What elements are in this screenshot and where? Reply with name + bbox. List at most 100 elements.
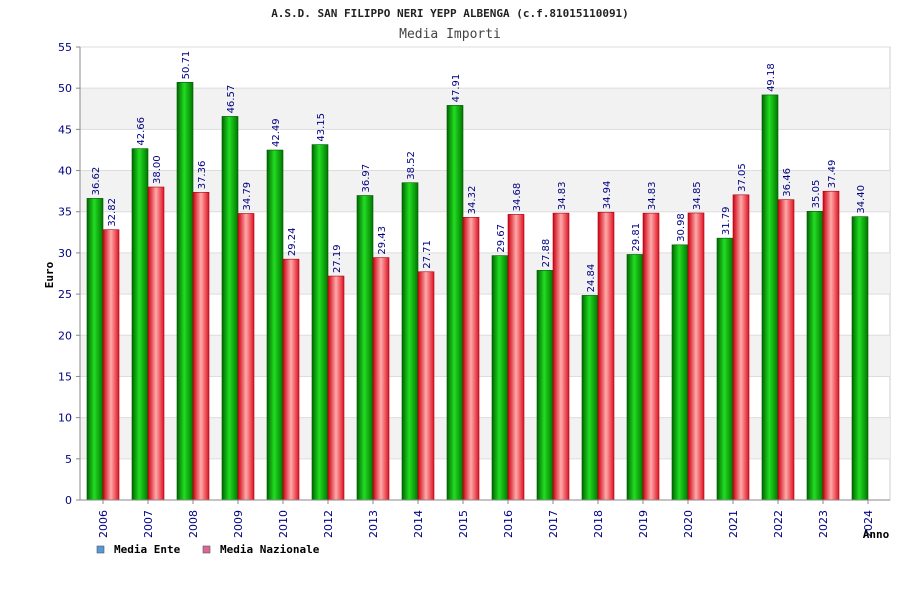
bar-ente-2019 bbox=[626, 254, 644, 501]
data-label-nazionale-2008: 37.36 bbox=[197, 161, 208, 190]
legend-label-media-ente: Media Ente bbox=[114, 543, 181, 556]
x-tick-label: 2014 bbox=[412, 510, 425, 538]
x-tick-label: 2012 bbox=[322, 510, 335, 538]
bar-ente-2020 bbox=[671, 244, 689, 501]
bar-nazionale-2020 bbox=[687, 212, 705, 501]
data-label-nazionale-2022: 36.46 bbox=[782, 168, 793, 197]
bar-nazionale-2013 bbox=[372, 257, 390, 501]
data-label-nazionale-2014: 27.71 bbox=[422, 240, 433, 269]
chart-title: A.S.D. SAN FILIPPO NERI YEPP ALBENGA (c.… bbox=[271, 7, 629, 20]
y-tick-label: 20 bbox=[58, 329, 72, 342]
bar-ente-2022 bbox=[761, 94, 779, 501]
data-label-nazionale-2017: 34.83 bbox=[557, 181, 568, 210]
y-tick-label: 10 bbox=[58, 412, 72, 425]
x-tick-label: 2007 bbox=[142, 510, 155, 538]
data-label-nazionale-2012: 27.19 bbox=[332, 244, 343, 273]
y-axis-label: Euro bbox=[43, 261, 56, 288]
data-label-ente-2008: 50.71 bbox=[181, 51, 192, 80]
bar-nazionale-2010 bbox=[282, 258, 300, 501]
bar-ente-2006 bbox=[86, 198, 104, 501]
bar-ente-2008 bbox=[176, 82, 194, 501]
x-axis-label: Anno bbox=[863, 528, 890, 541]
x-tick-label: 2006 bbox=[97, 510, 110, 538]
bar-ente-2016 bbox=[491, 255, 509, 501]
bar-nazionale-2007 bbox=[147, 186, 165, 501]
data-label-nazionale-2020: 34.85 bbox=[692, 181, 703, 210]
x-tick-label: 2010 bbox=[277, 510, 290, 538]
y-tick-label: 40 bbox=[58, 165, 72, 178]
x-tick-label: 2016 bbox=[502, 510, 515, 538]
y-tick-label: 45 bbox=[58, 123, 72, 136]
bar-ente-2018 bbox=[581, 295, 599, 501]
data-label-nazionale-2021: 37.05 bbox=[737, 163, 748, 192]
data-label-ente-2012: 43.15 bbox=[316, 113, 327, 142]
bar-nazionale-2015 bbox=[462, 217, 480, 501]
x-tick-label: 2013 bbox=[367, 510, 380, 538]
data-label-nazionale-2013: 29.43 bbox=[377, 226, 388, 255]
bar-nazionale-2017 bbox=[552, 212, 570, 501]
bar-nazionale-2009 bbox=[237, 213, 255, 501]
data-label-ente-2024: 34.40 bbox=[856, 185, 867, 214]
bar-nazionale-2023 bbox=[822, 190, 840, 501]
data-label-nazionale-2018: 34.94 bbox=[602, 181, 613, 210]
bar-ente-2023 bbox=[806, 211, 824, 501]
bar-ente-2024 bbox=[851, 216, 869, 501]
x-tick-label: 2024 bbox=[862, 510, 875, 538]
bar-nazionale-2022 bbox=[777, 199, 795, 501]
x-tick-label: 2009 bbox=[232, 510, 245, 538]
grid-band bbox=[80, 417, 890, 459]
y-tick-label: 55 bbox=[58, 41, 72, 54]
axes: 0 5 10 15 20 25 30 35 40 45 50 55 2006 2007 2008 2009 20… bbox=[58, 41, 890, 538]
bar-ente-2012 bbox=[311, 144, 329, 501]
y-tick-label: 50 bbox=[58, 82, 72, 95]
data-label-nazionale-2010: 29.24 bbox=[287, 228, 298, 257]
data-label-ente-2022: 49.18 bbox=[766, 63, 777, 92]
data-label-nazionale-2009: 34.79 bbox=[242, 182, 253, 211]
data-label-nazionale-2006: 32.82 bbox=[107, 198, 118, 227]
data-label-nazionale-2023: 37.49 bbox=[827, 160, 838, 189]
bar-nazionale-2018 bbox=[597, 211, 615, 501]
y-tick-label: 0 bbox=[65, 494, 72, 507]
bar-ente-2014 bbox=[401, 182, 419, 501]
bar-nazionale-2021 bbox=[732, 194, 750, 501]
bar-ente-2021 bbox=[716, 237, 734, 501]
y-tick-label: 35 bbox=[58, 206, 72, 219]
data-label-ente-2009: 46.57 bbox=[226, 85, 237, 114]
x-tick-label: 2020 bbox=[682, 510, 695, 538]
x-tick-label: 2022 bbox=[772, 510, 785, 538]
y-tick-label: 15 bbox=[58, 370, 72, 383]
x-tick-label: 2021 bbox=[727, 510, 740, 538]
data-label-nazionale-2007: 38.00 bbox=[152, 155, 163, 184]
chart-subtitle: Media Importi bbox=[399, 27, 501, 42]
legend: Media Ente Media Nazionale bbox=[96, 543, 320, 556]
data-label-nazionale-2016: 34.68 bbox=[512, 183, 523, 212]
bar-nazionale-2019 bbox=[642, 212, 660, 501]
data-label-ente-2006: 36.62 bbox=[91, 167, 102, 196]
grid-band bbox=[80, 335, 890, 377]
bar-ente-2009 bbox=[221, 116, 239, 501]
data-label-ente-2014: 38.52 bbox=[406, 151, 417, 180]
data-label-nazionale-2019: 34.83 bbox=[647, 181, 658, 210]
x-tick-label: 2018 bbox=[592, 510, 605, 538]
x-tick-label: 2019 bbox=[637, 510, 650, 538]
y-tick-label: 25 bbox=[58, 288, 72, 301]
grid-band bbox=[80, 88, 890, 130]
bar-ente-2010 bbox=[266, 149, 284, 501]
data-label-ente-2019: 29.81 bbox=[631, 223, 642, 252]
x-tick-label: 2023 bbox=[817, 510, 830, 538]
data-label-ente-2017: 27.88 bbox=[541, 239, 552, 268]
grid-band bbox=[80, 170, 890, 212]
bar-ente-2013 bbox=[356, 195, 374, 501]
bars: 36.62 32.82 42.66 38.00 50.71 37.36 46.57 34.79… bbox=[86, 51, 869, 501]
x-tick-label: 2017 bbox=[547, 510, 560, 538]
legend-swatch-media-nazionale bbox=[202, 545, 211, 554]
data-label-ente-2007: 42.66 bbox=[136, 117, 147, 146]
legend-swatch-media-ente bbox=[96, 545, 105, 554]
data-label-ente-2020: 30.98 bbox=[676, 213, 687, 242]
x-tick-label: 2008 bbox=[187, 510, 200, 538]
bar-nazionale-2016 bbox=[507, 214, 525, 501]
x-tick-label: 2015 bbox=[457, 510, 470, 538]
data-label-ente-2013: 36.97 bbox=[361, 164, 372, 193]
data-label-ente-2021: 31.79 bbox=[721, 207, 732, 236]
